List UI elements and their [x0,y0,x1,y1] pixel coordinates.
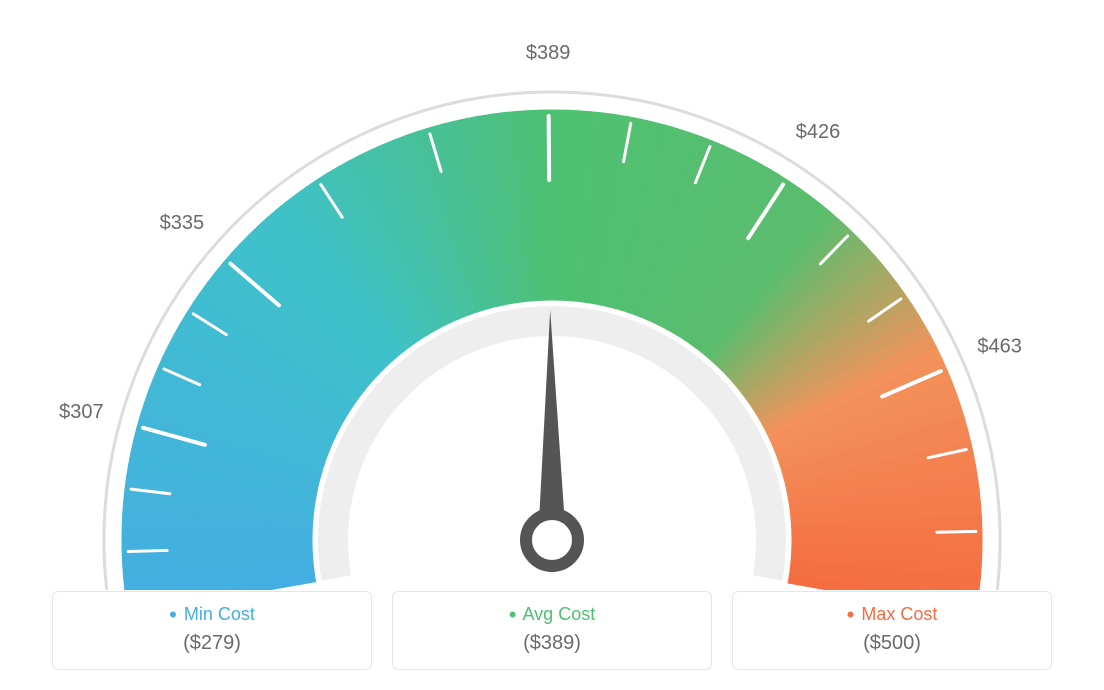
legend-min-value: ($279) [53,632,371,655]
cost-gauge: $279$307$335$389$426$463$500 [0,0,1104,590]
legend-min-label: Min Cost [184,604,255,624]
svg-text:$426: $426 [796,121,841,143]
legend-max-value: ($500) [733,632,1051,655]
svg-text:$307: $307 [59,401,104,423]
dot-icon: • [847,602,855,627]
legend-avg-label: Avg Cost [523,604,596,624]
svg-text:$389: $389 [526,42,571,64]
dot-icon: • [509,602,517,627]
legend-max-label: Max Cost [861,604,937,624]
svg-text:$335: $335 [160,212,205,234]
legend-max: • Max Cost ($500) [732,591,1052,670]
dot-icon: • [169,602,177,627]
svg-text:$463: $463 [977,336,1022,358]
legend-min: • Min Cost ($279) [52,591,372,670]
legend: • Min Cost ($279) • Avg Cost ($389) • Ma… [0,591,1104,670]
legend-avg: • Avg Cost ($389) [392,591,712,670]
legend-avg-value: ($389) [393,632,711,655]
